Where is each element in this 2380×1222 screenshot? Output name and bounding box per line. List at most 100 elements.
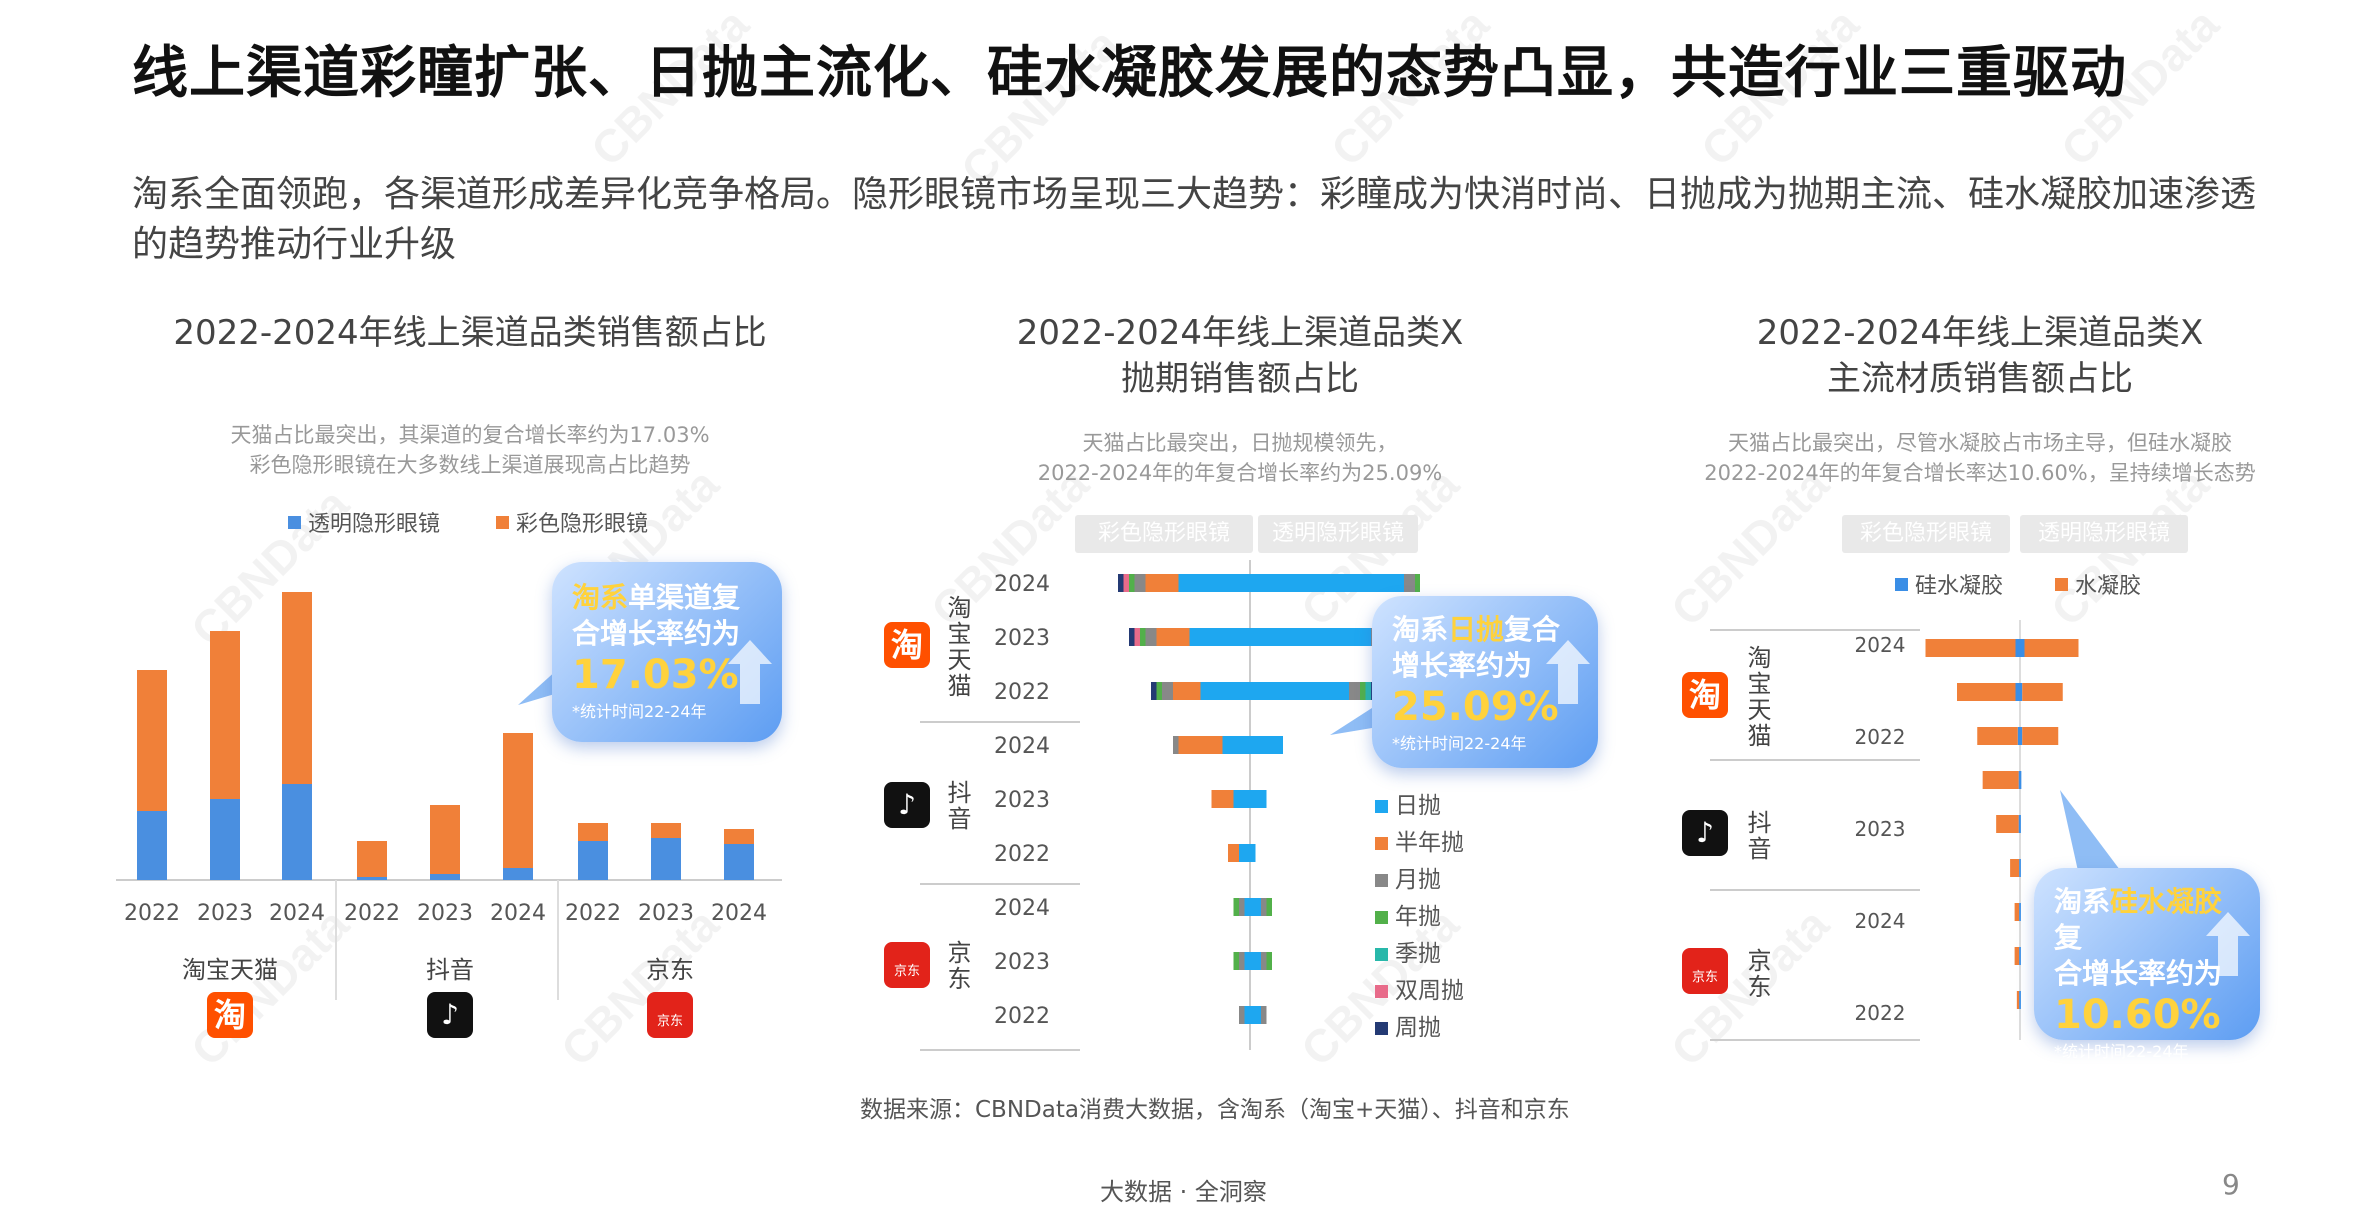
bar-segment: [137, 670, 167, 811]
chart3-title: 2022-2024年线上渠道品类X 主流材质销售额占比: [1620, 310, 2340, 402]
x-tick-label: 2024: [269, 901, 325, 926]
y-tick-label: 2023: [994, 626, 1050, 651]
chart1-note: 天猫占比最突出，其渠道的复合增长率约为17.03% 彩色隐形眼镜在大多数线上渠道…: [110, 420, 830, 480]
bar-segment: [2020, 639, 2025, 657]
bar-segment: [1250, 790, 1267, 808]
bar-segment: [1129, 628, 1135, 646]
legend-label: 透明隐形眼镜: [308, 512, 441, 537]
chart1-channel-label: 淘宝天猫: [182, 956, 278, 984]
legend-swatch: [496, 515, 509, 529]
bar-segment: [1261, 952, 1267, 970]
bar-segment: [578, 823, 608, 841]
chart2-title: 2022-2024年线上渠道品类X 抛期销售额占比: [880, 310, 1600, 402]
bar-segment: [1365, 682, 1371, 700]
x-tick-label: 2023: [417, 901, 473, 926]
callout-note: *统计时间22-24年: [1392, 734, 1527, 753]
bar-segment: [1239, 844, 1250, 862]
bar-segment: [1123, 574, 1129, 592]
bar-segment: [1244, 1006, 1250, 1024]
bar-segment: [1250, 898, 1261, 916]
bar-segment: [357, 841, 387, 877]
chart3-note: 天猫占比最突出，尽管水凝胶占市场主导，但硅水凝胶 2022-2024年的年复合增…: [1620, 428, 2340, 488]
taobao-logo: 淘: [1682, 672, 1728, 718]
bar-segment: [282, 592, 312, 784]
legend-item: 季抛: [1375, 936, 1464, 973]
bar-segment: [1178, 736, 1223, 754]
bar-segment: [1178, 574, 1250, 592]
bar-segment: [1151, 682, 1157, 700]
up-arrow-icon: [2206, 912, 2250, 976]
y-tick-label: 2024: [994, 734, 1050, 759]
chart2-group-label: 淘宝天猫: [943, 595, 971, 699]
callout-highlight: 日抛: [1448, 613, 1505, 646]
legend-label: 半年抛: [1395, 830, 1464, 856]
bar-segment: [2020, 727, 2023, 745]
chart2-legend: 日抛 半年抛 月抛 年抛 季抛 双周抛 周抛: [1375, 788, 1464, 1047]
legend-item: 半年抛: [1375, 825, 1464, 862]
y-tick-label: 2023: [1855, 817, 1906, 841]
page-number: 9: [2222, 1168, 2240, 1201]
y-tick-label: 2022: [1855, 1001, 1906, 1025]
y-tick-label: 2024: [1855, 909, 1906, 933]
y-tick-label: 2024: [1855, 633, 1906, 657]
y-tick-label: 2024: [994, 896, 1050, 921]
legend-swatch: [1375, 800, 1388, 813]
chart3-legend-hydrogel: 水凝胶: [2055, 568, 2141, 600]
legend-swatch: [1375, 837, 1388, 850]
page-subtitle: 淘系全面领跑，各渠道形成差异化竞争格局。隐形眼镜市场呈现三大趋势：彩瞳成为快消时…: [132, 174, 2257, 265]
bar-segment: [503, 868, 533, 880]
chart1-channel-label: 京东: [646, 956, 694, 984]
bar-segment: [137, 811, 167, 880]
bar-segment: [1200, 682, 1250, 700]
bar-segment: [1211, 790, 1234, 808]
y-tick-label: 2022: [994, 1004, 1050, 1029]
bar-segment: [2015, 639, 2020, 657]
bar-segment: [210, 631, 240, 799]
jd-logo: 京东: [1682, 948, 1728, 994]
legend-swatch: [1375, 948, 1388, 961]
x-tick-label: 2024: [490, 901, 546, 926]
callout-text: 增长率约为: [1392, 649, 1533, 682]
bar-segment: [1134, 628, 1140, 646]
up-arrow-icon: [1546, 640, 1590, 704]
x-tick-label: 2023: [197, 901, 253, 926]
bar-segment: [1129, 574, 1135, 592]
legend-item: 年抛: [1375, 899, 1464, 936]
taobao-logo: 淘: [884, 622, 930, 668]
chart2-note-line2: 2022-2024年的年复合增长率约为25.09%: [1037, 461, 1443, 485]
bar-segment: [1404, 574, 1415, 592]
bar-segment: [1349, 682, 1360, 700]
bar-segment: [1925, 639, 2016, 657]
bar-segment: [2014, 903, 2020, 921]
x-tick-label: 2022: [124, 901, 180, 926]
bar-segment: [651, 823, 681, 838]
bar-segment: [1415, 574, 1420, 592]
bar-segment: [2020, 815, 2021, 833]
chart2-title-line2: 抛期销售额占比: [1121, 359, 1359, 399]
chart3-svg: 2024 2022 2023 2024 2022: [1710, 620, 2079, 1041]
legend-label: 月抛: [1395, 867, 1441, 893]
y-tick-label: 2022: [1855, 725, 1906, 749]
chart1-note-line1: 天猫占比最突出，其渠道的复合增长率约为17.03%: [230, 423, 710, 447]
bar-segment: [1156, 682, 1162, 700]
bar-segment: [2024, 639, 2079, 657]
y-tick-label: 2022: [994, 680, 1050, 705]
legend-label: 年抛: [1395, 904, 1441, 930]
callout-value: 25.09%: [1392, 684, 1559, 730]
chart1-channel-label: 抖音: [426, 956, 474, 984]
bar-segment: [2016, 991, 2020, 1009]
bar-segment: [1244, 952, 1250, 970]
bar-segment: [1222, 736, 1250, 754]
bar-segment: [2014, 947, 2020, 965]
chart3-title-line1: 2022-2024年线上渠道品类X: [1756, 313, 2204, 353]
bar-segment: [1239, 898, 1245, 916]
callout-text: 合增长率约为: [572, 617, 741, 650]
chart3-pill-clear: 透明隐形眼镜: [2020, 515, 2188, 553]
douyin-logo: ♪: [884, 782, 930, 828]
bar-segment: [1145, 574, 1179, 592]
chart1-legend-color: 彩色隐形眼镜: [496, 506, 648, 538]
legend-swatch: [1375, 874, 1388, 887]
footer-slogan: 大数据 · 全洞察: [1100, 1178, 1267, 1206]
chart2-title-line1: 2022-2024年线上渠道品类X: [1016, 313, 1464, 353]
bar-segment: [1173, 682, 1201, 700]
